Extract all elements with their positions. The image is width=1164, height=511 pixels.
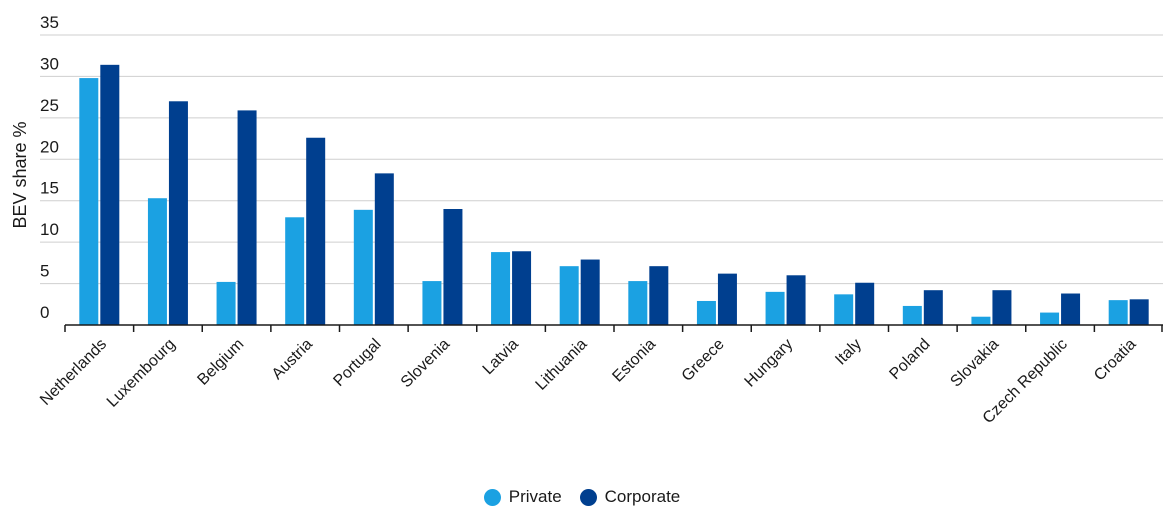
- bar-corporate: [855, 282, 875, 325]
- y-axis-title: BEV share %: [10, 121, 30, 228]
- x-tick-label: Hungary: [742, 336, 797, 391]
- bar-private: [216, 281, 236, 325]
- y-tick-label: 10: [40, 220, 59, 239]
- bar-corporate: [786, 275, 806, 325]
- y-tick-label: 15: [40, 179, 59, 198]
- x-tick-label: Lithuania: [533, 336, 591, 394]
- bar-corporate: [512, 251, 532, 325]
- bar-private: [1108, 300, 1128, 325]
- x-tick-label: Luxembourg: [104, 336, 179, 411]
- x-tick-label: Slovenia: [398, 336, 453, 391]
- bar-private: [696, 300, 716, 325]
- legend-item-private: Private: [483, 487, 562, 507]
- legend-swatch-private: [483, 488, 501, 506]
- bar-corporate: [1129, 299, 1149, 325]
- y-tick-label: 0: [40, 303, 49, 322]
- legend-swatch-corporate: [579, 488, 597, 506]
- bar-private: [79, 78, 99, 325]
- legend-label-private: Private: [508, 487, 562, 506]
- x-tick-label: Italy: [832, 336, 865, 369]
- x-tick-label: Portugal: [330, 336, 384, 390]
- bar-private: [353, 209, 373, 325]
- bar-corporate: [649, 266, 669, 325]
- bars: [79, 64, 1149, 326]
- bar-corporate: [237, 110, 257, 326]
- bar-private: [971, 316, 991, 325]
- y-tick-label: 35: [40, 13, 59, 32]
- bar-private: [1040, 312, 1060, 325]
- bar-corporate: [923, 290, 943, 325]
- x-tick-label: Greece: [679, 336, 728, 385]
- bar-corporate: [1061, 293, 1081, 325]
- bar-private: [902, 305, 922, 325]
- bar-corporate: [717, 273, 737, 325]
- x-tick-label: Poland: [886, 336, 933, 383]
- bar-corporate: [100, 64, 120, 325]
- bar-corporate: [580, 259, 600, 325]
- gridlines: [40, 34, 1163, 285]
- y-axis-ticks: 0 5 10 15 20 25 30 35: [40, 13, 59, 322]
- x-tick-label: Croatia: [1091, 336, 1140, 385]
- y-tick-label: 30: [40, 54, 59, 73]
- bar-private: [422, 281, 442, 325]
- y-tick-label: 20: [40, 137, 59, 156]
- bar-corporate: [992, 290, 1012, 325]
- bar-private: [628, 281, 648, 325]
- x-tick-label: Estonia: [609, 336, 659, 386]
- bar-private: [147, 198, 167, 325]
- bar-corporate: [306, 137, 326, 325]
- bar-corporate: [443, 209, 463, 325]
- x-tick-label: Slovakia: [947, 336, 1002, 391]
- bar-private: [834, 294, 854, 325]
- bar-corporate: [374, 173, 394, 325]
- x-tick-label: Netherlands: [37, 336, 110, 409]
- bar-corporate: [168, 101, 188, 326]
- legend-item-corporate: Corporate: [579, 487, 681, 507]
- bar-private: [285, 217, 305, 325]
- bar-private: [491, 252, 511, 325]
- y-tick-label: 5: [40, 262, 49, 281]
- x-tick-label: Austria: [269, 336, 316, 383]
- legend-label-corporate: Corporate: [604, 487, 681, 506]
- x-tick-label: Latvia: [480, 336, 522, 378]
- bar-private: [765, 291, 785, 325]
- x-tick-label: Belgium: [194, 336, 247, 389]
- y-tick-label: 25: [40, 96, 59, 115]
- legend: Private Corporate: [0, 487, 1164, 507]
- bar-private: [559, 266, 579, 325]
